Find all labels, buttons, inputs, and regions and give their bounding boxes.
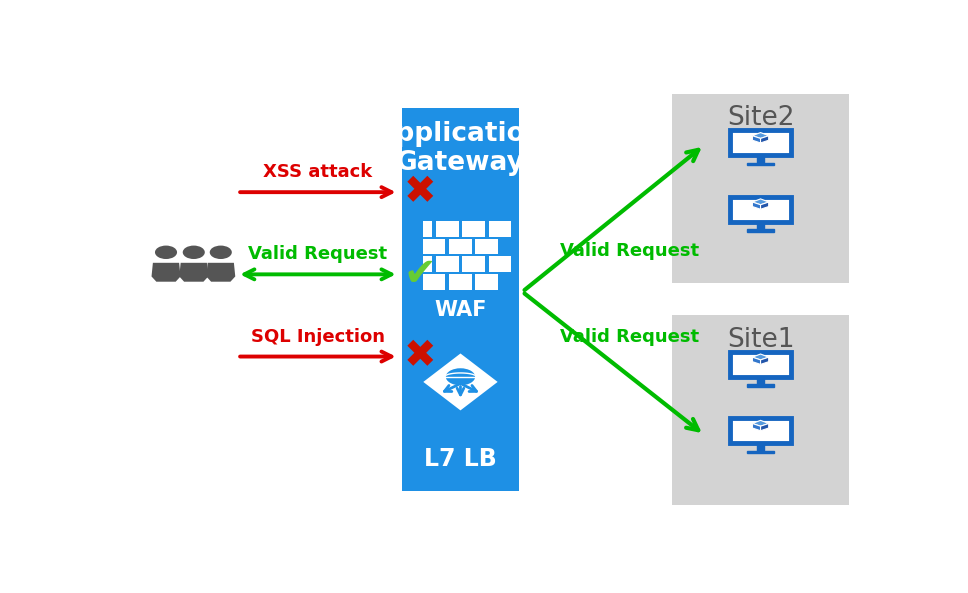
Circle shape [210, 246, 231, 259]
Circle shape [183, 246, 205, 259]
Polygon shape [747, 229, 774, 231]
FancyBboxPatch shape [730, 197, 791, 222]
Polygon shape [747, 163, 774, 165]
Text: L7 LB: L7 LB [424, 447, 497, 471]
Text: Site2: Site2 [727, 106, 795, 132]
Text: Site1: Site1 [727, 327, 795, 353]
Polygon shape [761, 136, 769, 143]
Polygon shape [752, 133, 769, 138]
Bar [437, 221, 459, 237]
Text: Valid Request: Valid Request [560, 329, 699, 346]
Bar [437, 257, 459, 272]
FancyBboxPatch shape [730, 418, 791, 443]
FancyBboxPatch shape [730, 352, 791, 377]
Polygon shape [752, 354, 769, 360]
Bar [449, 239, 471, 254]
Text: SQL Injection: SQL Injection [251, 327, 385, 346]
Polygon shape [426, 355, 496, 409]
Bar [489, 221, 511, 237]
Polygon shape [152, 263, 180, 282]
Bar [489, 257, 498, 272]
Bar [423, 221, 433, 237]
Text: WAF: WAF [435, 300, 487, 320]
Text: Valid Request: Valid Request [249, 246, 387, 263]
Polygon shape [761, 357, 769, 364]
Polygon shape [752, 136, 761, 143]
Circle shape [444, 367, 476, 387]
Polygon shape [757, 443, 764, 451]
Text: XSS attack: XSS attack [263, 163, 373, 181]
Polygon shape [747, 451, 774, 453]
Polygon shape [757, 155, 764, 163]
Bar [475, 239, 498, 254]
Text: ✔: ✔ [404, 256, 436, 294]
Text: ✖: ✖ [404, 173, 436, 211]
Bar [423, 239, 445, 254]
Polygon shape [752, 199, 769, 205]
Bar [489, 257, 511, 272]
Polygon shape [752, 420, 769, 426]
Text: Application
Gateway: Application Gateway [377, 122, 545, 176]
Polygon shape [752, 357, 761, 364]
Polygon shape [747, 384, 774, 387]
Bar [489, 221, 498, 237]
Polygon shape [757, 222, 764, 229]
Polygon shape [206, 263, 235, 282]
Bar [449, 274, 471, 289]
FancyBboxPatch shape [673, 315, 849, 505]
Bar [463, 221, 485, 237]
Bar [475, 274, 498, 289]
FancyBboxPatch shape [673, 94, 849, 283]
Bar [463, 257, 485, 272]
Circle shape [155, 246, 177, 259]
Bar [423, 274, 445, 289]
Text: Valid Request: Valid Request [560, 242, 699, 260]
Polygon shape [752, 423, 761, 431]
Polygon shape [179, 263, 208, 282]
Polygon shape [752, 202, 761, 209]
Bar [403, 108, 519, 491]
Polygon shape [761, 423, 769, 431]
Text: ✖: ✖ [404, 337, 436, 375]
FancyBboxPatch shape [730, 130, 791, 155]
Bar [423, 257, 433, 272]
Polygon shape [757, 377, 764, 384]
Polygon shape [761, 202, 769, 209]
